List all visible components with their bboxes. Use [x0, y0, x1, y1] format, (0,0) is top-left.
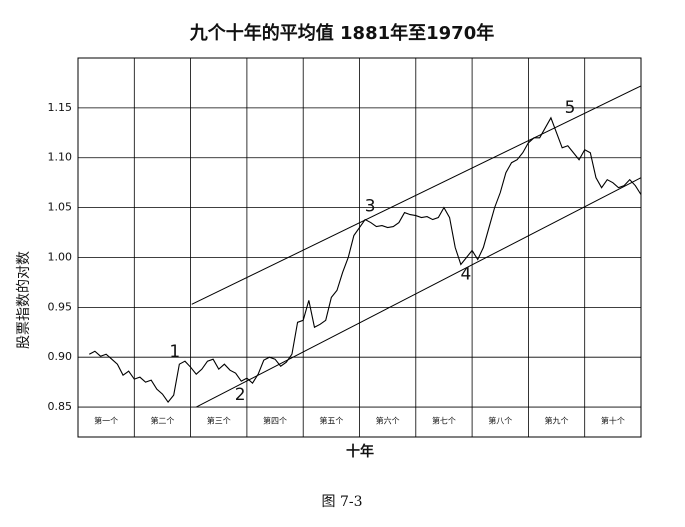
annotation: 5	[565, 98, 576, 118]
x-tick-label: 第五个	[319, 416, 343, 426]
y-tick-label: 0.95	[48, 300, 73, 313]
x-tick-label: 第八个	[488, 416, 512, 426]
x-tick-label: 第七个	[432, 416, 456, 426]
x-tick-label: 第二个	[150, 416, 174, 426]
annotation: 2	[235, 385, 246, 405]
x-tick-label: 第十个	[601, 416, 625, 426]
x-tick-label: 第三个	[207, 416, 231, 426]
y-tick-label: 1.10	[48, 151, 73, 164]
x-tick-label: 第一个	[94, 416, 118, 426]
channel-line	[191, 85, 642, 305]
y-tick-label: 0.85	[48, 400, 73, 413]
annotation: 1	[169, 342, 180, 362]
y-tick-label: 1.15	[48, 101, 73, 114]
x-tick-label: 第九个	[545, 416, 569, 426]
annotation: 4	[460, 264, 471, 284]
channel-line	[196, 177, 642, 408]
y-tick-label: 1.00	[48, 250, 73, 263]
y-axis-label: 股票指数的对数	[16, 251, 32, 349]
x-axis-label: 十年	[346, 443, 374, 460]
x-tick-label: 第四个	[263, 416, 287, 426]
y-tick-label: 0.90	[48, 350, 73, 363]
annotation: 3	[365, 197, 376, 217]
chart-title: 九个十年的平均值 1881年至1970年	[189, 22, 494, 44]
caption: 图 7-3	[322, 494, 363, 510]
x-tick-label: 第六个	[376, 416, 400, 426]
y-tick-label: 1.05	[48, 201, 73, 214]
